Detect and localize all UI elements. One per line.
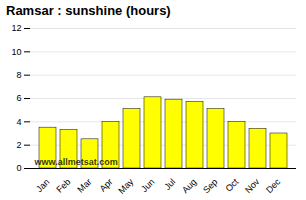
- svg-text:Jun: Jun: [139, 177, 156, 194]
- svg-text:0: 0: [16, 163, 21, 173]
- svg-text:4: 4: [16, 117, 21, 127]
- html-text:Ramsar : sunshine (hours): Ramsar : sunshine (hours): [6, 3, 171, 18]
- svg-text:Jul: Jul: [162, 177, 177, 192]
- svg-text:Oct: Oct: [223, 176, 240, 193]
- svg-text:12: 12: [11, 23, 21, 33]
- svg-text:Apr: Apr: [97, 177, 114, 194]
- svg-text:Nov: Nov: [243, 176, 262, 195]
- svg-text:www.allmetsat.com: www.allmetsat.com: [34, 157, 118, 167]
- svg-text:May: May: [116, 176, 135, 195]
- svg-text:Feb: Feb: [54, 177, 72, 195]
- svg-text:Dec: Dec: [264, 176, 283, 195]
- svg-text:Jan: Jan: [34, 177, 51, 194]
- svg-text:Mar: Mar: [75, 177, 93, 195]
- svg-text:8: 8: [16, 70, 21, 80]
- svg-text:10: 10: [11, 47, 21, 57]
- svg-text:6: 6: [16, 93, 21, 103]
- svg-text:2: 2: [16, 140, 21, 150]
- svg-text:Sep: Sep: [201, 177, 219, 195]
- svg-text:Aug: Aug: [180, 177, 198, 195]
